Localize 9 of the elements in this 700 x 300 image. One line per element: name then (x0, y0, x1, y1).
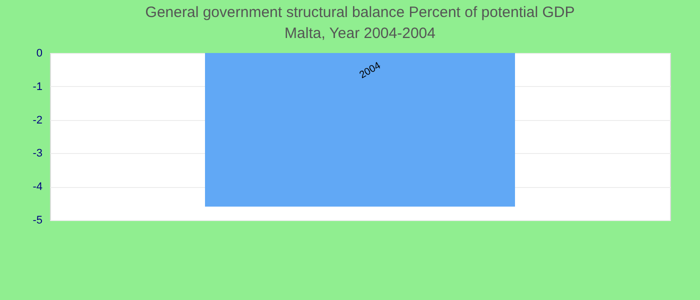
y-tick-label: -2 (32, 114, 42, 126)
x-tick-label: 2004 (358, 60, 384, 82)
y-tick-label: -4 (32, 181, 42, 194)
y-tick-label: -1 (32, 80, 42, 93)
chart-subtitle: Malta, Year 2004-2004 (284, 25, 436, 42)
chart-title: General government structural balance Percent of potential GDP (145, 4, 575, 21)
y-tick-label: -5 (32, 214, 42, 226)
y-tick-label: -3 (32, 148, 42, 160)
y-tick-label: 0 (36, 48, 42, 60)
